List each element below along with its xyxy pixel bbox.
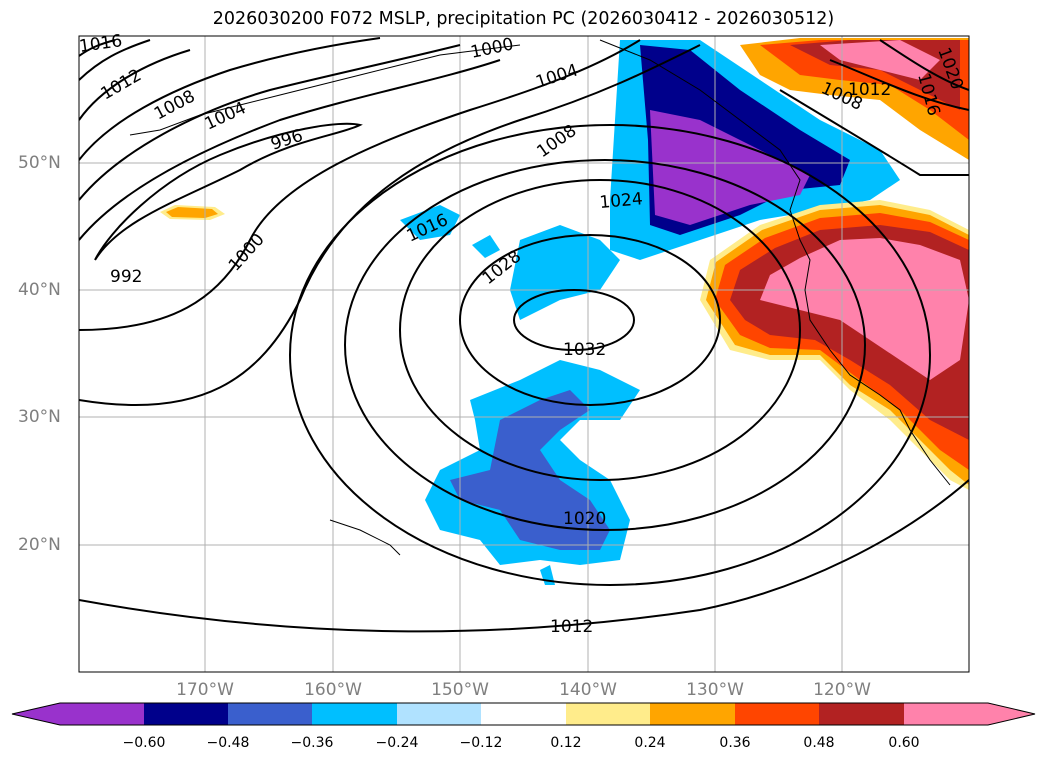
colorbar-tick-label: −0.48 <box>206 735 250 751</box>
colorbar-tick-label: −0.12 <box>459 735 503 751</box>
colorbar-swatch <box>819 703 904 725</box>
isobar-label: 1012 <box>848 80 891 100</box>
lat-label-30n: 30°N <box>18 407 61 427</box>
isobar-label: 1024 <box>599 189 644 213</box>
colorbar-tick-label: 0.12 <box>550 735 582 751</box>
isobar-label: 996 <box>268 126 305 155</box>
isobar-label: 1020 <box>563 509 606 529</box>
colorbar-swatch <box>60 703 144 725</box>
isobar-label: 1004 <box>533 60 580 92</box>
colorbar-tick-label: 0.48 <box>803 735 835 751</box>
colorbar-tick-label: 0.24 <box>634 735 666 751</box>
colorbar-swatch <box>904 703 988 725</box>
colorbar-swatch <box>144 703 228 725</box>
isobar-label: 1012 <box>98 65 145 104</box>
colorbar-extend-low <box>12 703 60 725</box>
isobar-label: 1000 <box>225 230 269 276</box>
colorbar <box>11 702 1036 726</box>
isobar-label: 1004 <box>202 98 250 134</box>
graticule <box>79 36 969 672</box>
coastline-layer <box>129 39 951 556</box>
isobar-label: 992 <box>110 267 142 287</box>
lat-label-50n: 50°N <box>18 153 61 173</box>
lon-label-160w: 160°W <box>304 680 362 700</box>
lat-label-20n: 20°N <box>18 535 61 555</box>
colorbar-swatch <box>650 703 735 725</box>
lat-label-40n: 40°N <box>18 280 61 300</box>
colorbar-extend-high <box>988 703 1035 725</box>
isobar-label: 1012 <box>550 617 593 637</box>
lon-label-130w: 130°W <box>686 680 744 700</box>
colorbar-tick-label: −0.60 <box>122 735 166 751</box>
lon-label-150w: 150°W <box>431 680 489 700</box>
colorbar-swatch <box>228 703 312 725</box>
map-frame <box>78 35 970 673</box>
isobar-label: 1032 <box>563 340 606 360</box>
lon-label-140w: 140°W <box>559 680 617 700</box>
colorbar-tick-label: −0.36 <box>290 735 334 751</box>
colorbar-swatch <box>735 703 819 725</box>
colorbar-swatch <box>481 703 566 725</box>
colorbar-swatch <box>312 703 397 725</box>
colorbar-tick-label: 0.60 <box>888 735 920 751</box>
lon-label-170w: 170°W <box>176 680 234 700</box>
colorbar-tick-label: −0.24 <box>375 735 419 751</box>
colorbar-tick-label: 0.36 <box>719 735 751 751</box>
colorbar-swatch <box>566 703 650 725</box>
isobar-layer <box>79 37 969 633</box>
isobar-label: 1000 <box>469 34 515 63</box>
colorbar-outline <box>11 702 1036 726</box>
lon-label-120w: 120°W <box>813 680 871 700</box>
map-title: 2026030200 F072 MSLP, precipitation PC (… <box>212 9 835 29</box>
colorbar-swatch <box>397 703 481 725</box>
